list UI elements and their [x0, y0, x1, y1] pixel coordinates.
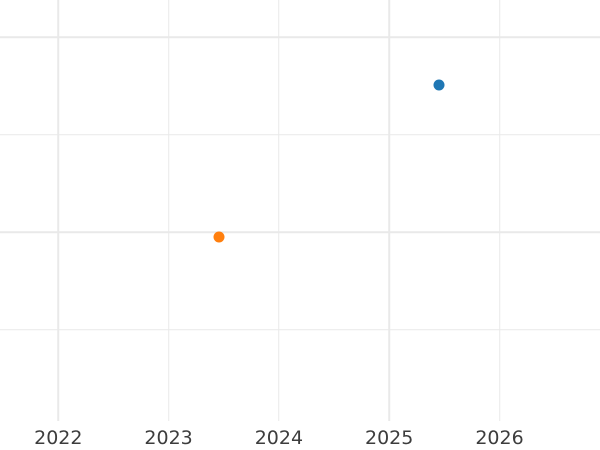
x-gridline — [498, 0, 501, 421]
x-tick-label: 2022 — [34, 427, 83, 449]
point-orange — [213, 231, 225, 243]
x-gridline — [167, 0, 170, 421]
x-gridline — [278, 0, 280, 421]
point-blue — [433, 79, 445, 91]
x-gridline — [57, 0, 60, 421]
y-gridline — [0, 133, 600, 136]
x-tick-label: 2026 — [475, 427, 524, 449]
y-gridline — [0, 328, 600, 331]
y-gridline — [0, 231, 600, 233]
x-tick-label: 2025 — [365, 427, 414, 449]
x-tick-label: 2023 — [144, 427, 193, 449]
x-tick-label: 2024 — [254, 427, 304, 449]
y-gridline — [0, 36, 600, 38]
x-gridline — [388, 0, 390, 421]
